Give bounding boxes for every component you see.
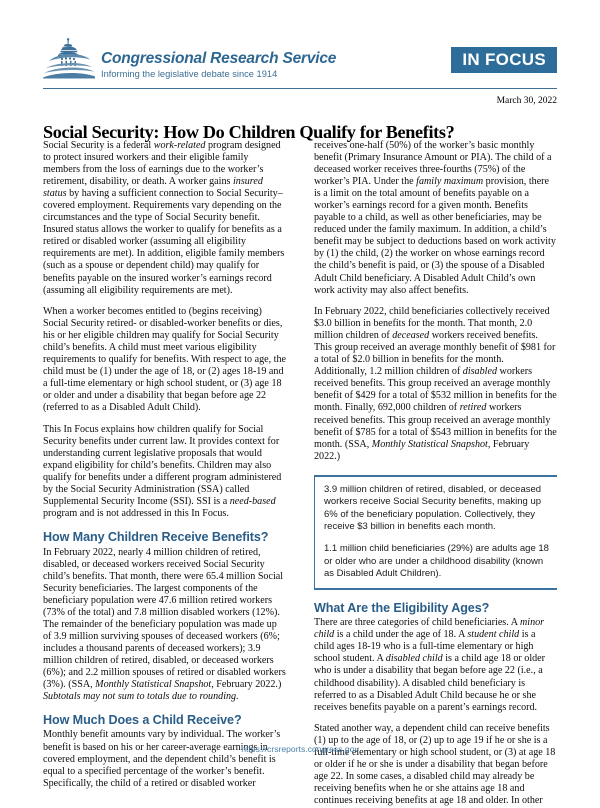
- paragraph: This In Focus explains how children qual…: [43, 424, 282, 520]
- callout-item: 3.9 million children of retired, disable…: [324, 483, 542, 532]
- brand-title: Congressional Research Service: [101, 49, 337, 67]
- paragraph: receives one-half (50%) of the worker’s …: [314, 140, 556, 296]
- page-title: Social Security: How Do Children Qualify…: [43, 122, 455, 143]
- document-page: Congressional Research Service Informing…: [43, 36, 557, 806]
- brand-tagline: Informing the legislative debate since 1…: [101, 68, 278, 79]
- paragraph: Stated another way, a dependent child ca…: [314, 723, 556, 807]
- callout-item: 1.1 million child beneficiaries (29%) ar…: [324, 543, 549, 580]
- paragraph: Monthly benefit amounts vary by individu…: [43, 729, 281, 789]
- document-date: March 30, 2022: [496, 96, 557, 106]
- paragraph: When a worker becomes entitled to (begin…: [43, 306, 286, 414]
- section-heading-eligibility-ages: What Are the Eligibility Ages?: [314, 600, 490, 615]
- paragraph: Social Security is a federal work-relate…: [43, 140, 285, 296]
- paragraph: In February 2022, child beneficiaries co…: [314, 306, 557, 462]
- crs-brand: Congressional Research Service Informing…: [43, 38, 336, 82]
- paragraph: There are three categories of child bene…: [314, 617, 546, 713]
- document-header: Congressional Research Service Informing…: [43, 36, 557, 84]
- header-divider: [43, 88, 557, 89]
- section-heading-how-many: How Many Children Receive Benefits?: [43, 529, 269, 544]
- key-facts-callout: 3.9 million children of retired, disable…: [314, 474, 557, 590]
- right-column: receives one-half (50%) of the worker’s …: [314, 140, 557, 808]
- paragraph: In February 2022, nearly 4 million child…: [43, 546, 286, 703]
- left-column: Social Security is a federal work-relate…: [43, 140, 286, 790]
- in-focus-badge: IN FOCUS: [451, 46, 557, 74]
- section-heading-how-much: How Much Does a Child Receive?: [43, 712, 242, 727]
- brand-text-block: Congressional Research Service Informing…: [101, 49, 337, 82]
- capitol-dome-icon: [43, 38, 95, 79]
- footer-url-link[interactable]: https://crsreports.congress.gov: [241, 744, 359, 754]
